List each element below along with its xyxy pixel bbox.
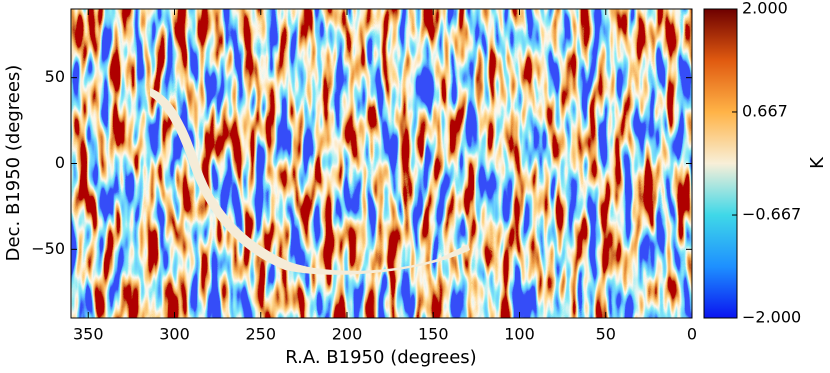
x-tick-label: 300 — [159, 325, 190, 344]
sky-map — [71, 9, 692, 318]
x-tick-label: 350 — [73, 325, 104, 344]
colorbar-tick-label: −0.667 — [742, 205, 801, 224]
x-axis-label: R.A. B1950 (degrees) — [285, 347, 476, 368]
colorbar-tick-label: 0.667 — [742, 101, 788, 120]
y-tick-label: 50 — [45, 67, 65, 86]
colorbar-tick-label: 2.000 — [742, 0, 788, 18]
colorbar-label: K — [807, 156, 828, 169]
x-tick-label: 250 — [245, 325, 276, 344]
colorbar-frame — [703, 8, 738, 319]
y-tick-label: −50 — [31, 239, 65, 258]
x-tick-label: 100 — [504, 325, 535, 344]
colorbar — [704, 9, 737, 318]
x-tick-label: 150 — [418, 325, 449, 344]
colorbar-tick-label: −2.000 — [742, 308, 801, 327]
galactic-plane — [150, 88, 470, 275]
x-tick-label: 200 — [332, 325, 363, 344]
y-axis-label: Dec. B1950 (degrees) — [3, 65, 24, 262]
x-tick-label: 0 — [687, 325, 697, 344]
y-tick-label: 0 — [55, 153, 65, 172]
x-tick-label: 50 — [596, 325, 616, 344]
